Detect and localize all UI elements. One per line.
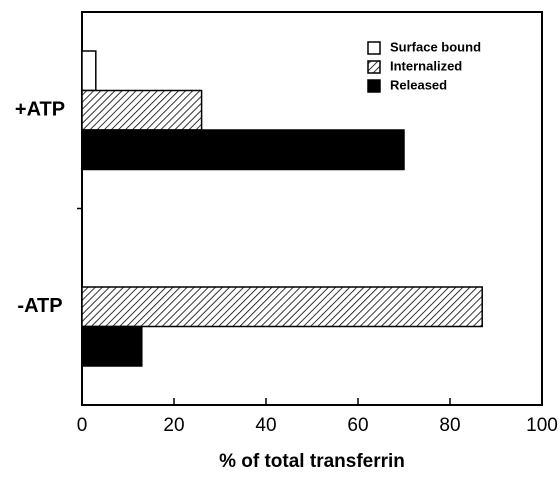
plot-frame xyxy=(81,11,543,406)
x-axis-label: % of total transferrin xyxy=(219,451,405,472)
category-label: +ATP xyxy=(15,99,65,121)
legend-swatch xyxy=(367,60,381,74)
x-tick-label: 40 xyxy=(255,415,276,436)
bar xyxy=(81,286,483,328)
bar xyxy=(81,129,405,171)
x-tick-label: 100 xyxy=(526,415,558,436)
bar xyxy=(81,50,97,92)
legend-label: Internalized xyxy=(390,58,462,73)
legend-swatch xyxy=(367,79,381,93)
x-tick-label: 80 xyxy=(439,415,460,436)
legend-label: Released xyxy=(390,77,447,92)
x-tick-label: 20 xyxy=(163,415,184,436)
bar xyxy=(81,325,143,367)
legend-label: Surface bound xyxy=(390,39,481,54)
category-label: -ATP xyxy=(17,295,62,317)
x-tick-label: 0 xyxy=(77,415,88,436)
x-tick-label: 60 xyxy=(347,415,368,436)
legend-swatch xyxy=(367,41,381,55)
bar xyxy=(81,89,203,131)
